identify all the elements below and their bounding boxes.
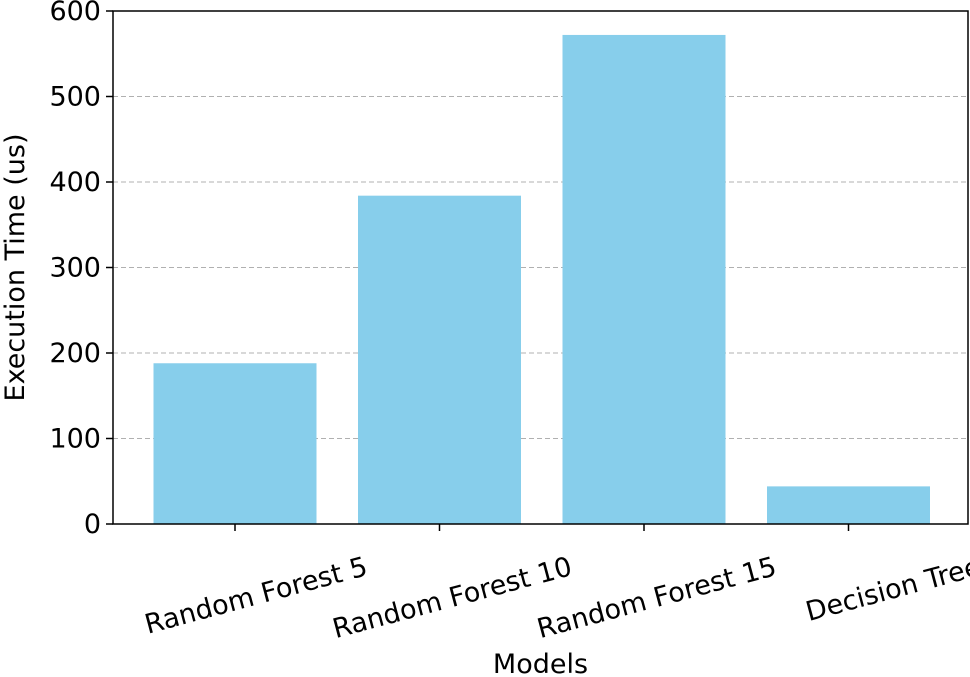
y-tick-label: 200 (49, 338, 101, 369)
bar-random-forest-5 (153, 363, 317, 524)
y-tick-label: 100 (49, 424, 101, 455)
bar-random-forest-15 (562, 34, 726, 524)
bar-random-forest-10 (358, 195, 521, 524)
y-tick-label: 0 (84, 509, 101, 540)
y-tick-label: 600 (49, 0, 101, 27)
y-tick-label: 400 (49, 167, 101, 198)
y-axis-ticks: 0 100 200 300 400 500 600 (49, 0, 113, 540)
y-axis-title: Execution Time (us) (0, 134, 31, 402)
gridlines (113, 96, 968, 439)
x-tick-label: Decision Tree (803, 551, 970, 627)
bars (153, 34, 930, 524)
y-tick-label: 300 (49, 253, 101, 284)
bar-decision-tree (767, 486, 930, 524)
x-axis-title: Models (493, 649, 588, 677)
y-tick-label: 500 (49, 82, 101, 113)
